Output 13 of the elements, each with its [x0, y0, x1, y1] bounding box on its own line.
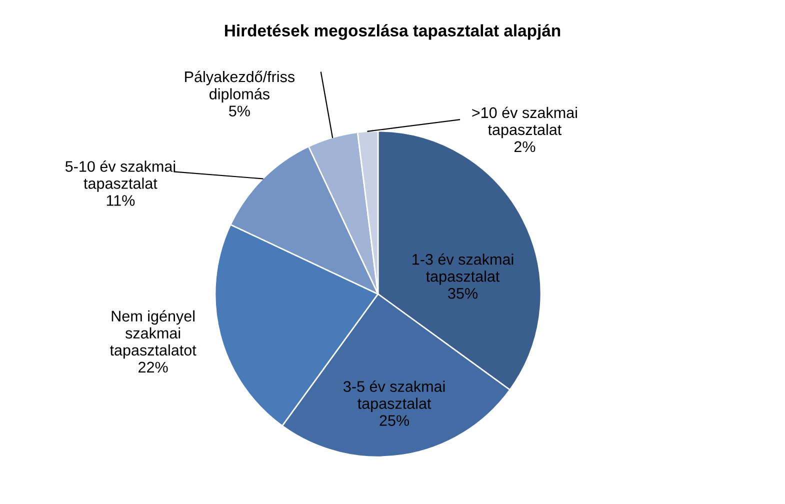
slice-label: 3-5 év szakmai tapasztalat [344, 380, 445, 412]
data-label: 25% [380, 415, 410, 426]
data-label: 22% [138, 362, 168, 373]
slice-label: Pályakezdő/friss diplomás [185, 70, 295, 102]
slice-label: 1-3 év szakmai tapasztalat [412, 253, 514, 285]
slice-label: 5-10 év szakmai tapasztalat [65, 160, 176, 192]
slice-label: Nem igényel szakmai tapasztalatot [110, 310, 196, 359]
data-label: 35% [448, 288, 478, 299]
data-label: 11% [106, 195, 135, 206]
chart-title: Hirdetések megoszlása tapasztalat alapján [225, 24, 560, 40]
slice-label: >10 év szakmai tapasztalat [472, 106, 577, 138]
data-label: 5% [229, 106, 250, 116]
data-label: 2% [514, 141, 536, 152]
